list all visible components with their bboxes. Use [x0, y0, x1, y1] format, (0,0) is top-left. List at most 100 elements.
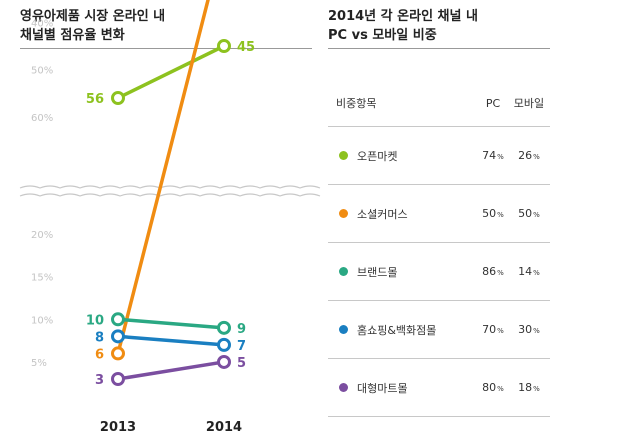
data-label-0-0: 56 — [86, 92, 104, 107]
right-title-rule — [328, 48, 550, 49]
percent-unit: % — [533, 385, 540, 393]
col-header-pc: PC — [478, 80, 508, 127]
mobile-share-cell: 30% — [507, 300, 550, 359]
pc-share-cell: 80% — [478, 358, 508, 417]
row-item-cell: 대형마트몰 — [328, 358, 478, 417]
y-tick-label: 40% — [31, 18, 53, 29]
right-title-line-2: PC vs 모바일 비중 — [328, 28, 437, 43]
data-label-2-1: 9 — [237, 322, 246, 337]
data-point-0-0 — [111, 91, 125, 105]
axis-break-line-top — [19, 185, 321, 189]
percent-unit: % — [497, 153, 504, 161]
legend-dot-icon — [339, 209, 348, 218]
left-title-line-2: 채널별 점유율 변화 — [20, 28, 125, 43]
pc-share-cell-value: 50% — [482, 207, 504, 220]
data-point-2-0 — [111, 312, 125, 327]
percent-unit: % — [533, 269, 540, 277]
table-row: 브랜드몰 86% 14% — [328, 242, 550, 301]
y-tick-label: 10% — [31, 315, 53, 326]
right-title-line-1: 2014년 각 온라인 채널 내 — [328, 9, 478, 24]
row-item-cell: 홈쇼핑&백화점몰 — [328, 300, 478, 359]
mobile-share-cell: 26% — [507, 126, 550, 185]
col-header-mobile: 모바일 — [507, 80, 550, 127]
y-tick-label: 15% — [31, 273, 53, 284]
legend-dot-icon — [339, 151, 348, 160]
mobile-share-cell-value: 30% — [518, 323, 540, 336]
row-item: 대형마트몰 — [328, 380, 478, 396]
data-point-3-0 — [111, 329, 125, 344]
mobile-share-cell-value: 50% — [518, 207, 540, 220]
y-tick-label: 5% — [31, 358, 47, 369]
percent-unit: % — [533, 327, 540, 335]
legend-dot-icon — [339, 383, 348, 392]
mobile-share-cell-value: 26% — [518, 149, 540, 162]
left-title-line-1: 영유아제품 시장 온라인 내 — [20, 9, 166, 24]
pc-share-cell-value: 80% — [482, 381, 504, 394]
legend-dot-icon — [339, 267, 348, 276]
table-row: 오픈마켓 74% 26% — [328, 126, 550, 185]
pc-mobile-table: 비중항목 PC 모바일 오픈마켓 74% 26% 소셜커머스 50% 50% 브랜드몰 86%… — [328, 80, 550, 417]
data-point-3-1 — [217, 337, 231, 352]
series-line-4 — [117, 360, 225, 381]
table-row: 홈쇼핑&백화점몰 70% 30% — [328, 300, 550, 359]
mobile-share-cell-value: 18% — [518, 381, 540, 394]
col-header-item: 비중항목 — [328, 80, 478, 127]
row-item-label: 소셜커머스 — [357, 207, 408, 221]
row-item: 소셜커머스 — [328, 206, 478, 222]
left-title-rule — [20, 48, 312, 49]
left-chart-title: 영유아제품 시장 온라인 내 채널별 점유율 변화 — [20, 7, 165, 45]
row-item-cell: 소셜커머스 — [328, 184, 478, 243]
x-tick-label-2014: 2014 — [206, 420, 242, 435]
table-header-row: 비중항목 PC 모바일 — [328, 80, 550, 127]
data-label-4-1: 5 — [237, 356, 246, 371]
row-item-label: 대형마트몰 — [357, 381, 408, 395]
axis-break-line-bottom — [19, 193, 321, 197]
pc-share-cell: 74% — [478, 126, 508, 185]
data-point-2-1 — [217, 320, 231, 335]
row-item-label: 오픈마켓 — [357, 149, 398, 163]
y-tick-label: 50% — [31, 66, 53, 77]
row-item: 브랜드몰 — [328, 264, 478, 280]
data-label-4-0: 3 — [95, 373, 104, 388]
data-point-4-0 — [111, 372, 125, 386]
pc-share-cell-value: 74% — [482, 149, 504, 162]
row-item-cell: 브랜드몰 — [328, 242, 478, 301]
series-line-2 — [117, 317, 225, 330]
pc-share-cell: 70% — [478, 300, 508, 359]
right-chart-title: 2014년 각 온라인 채널 내 PC vs 모바일 비중 — [328, 7, 478, 45]
mobile-share-cell: 18% — [507, 358, 550, 417]
series-line-3 — [117, 334, 225, 347]
series-line-1 — [116, 0, 210, 354]
table-row: 소셜커머스 50% 50% — [328, 184, 550, 243]
pc-share-cell-value: 86% — [482, 265, 504, 278]
legend-dot-icon — [339, 325, 348, 334]
data-point-1-0 — [111, 346, 125, 361]
pc-share-cell-value: 70% — [482, 323, 504, 336]
percent-unit: % — [497, 211, 504, 219]
y-tick-label: 20% — [31, 230, 53, 241]
percent-unit: % — [497, 385, 504, 393]
mobile-share-cell: 50% — [507, 184, 550, 243]
x-tick-label-2013: 2013 — [100, 420, 136, 435]
row-item-label: 브랜드몰 — [357, 265, 398, 279]
series-line-0 — [117, 44, 225, 100]
row-item-label: 홈쇼핑&백화점몰 — [357, 323, 437, 337]
percent-unit: % — [497, 327, 504, 335]
row-item-cell: 오픈마켓 — [328, 126, 478, 185]
row-item: 오픈마켓 — [328, 148, 478, 164]
data-label-3-0: 8 — [95, 330, 104, 345]
mobile-share-cell-value: 14% — [518, 265, 540, 278]
data-label-0-1: 45 — [237, 40, 255, 55]
data-label-2-0: 10 — [86, 313, 104, 328]
data-point-0-1 — [217, 39, 231, 53]
table-row: 대형마트몰 80% 18% — [328, 358, 550, 417]
percent-unit: % — [497, 269, 504, 277]
row-item: 홈쇼핑&백화점몰 — [328, 322, 478, 338]
data-point-4-1 — [217, 354, 231, 369]
pc-share-cell: 86% — [478, 242, 508, 301]
data-label-1-0: 6 — [95, 347, 104, 362]
percent-unit: % — [533, 211, 540, 219]
percent-unit: % — [533, 153, 540, 161]
y-tick-label: 60% — [31, 113, 53, 124]
